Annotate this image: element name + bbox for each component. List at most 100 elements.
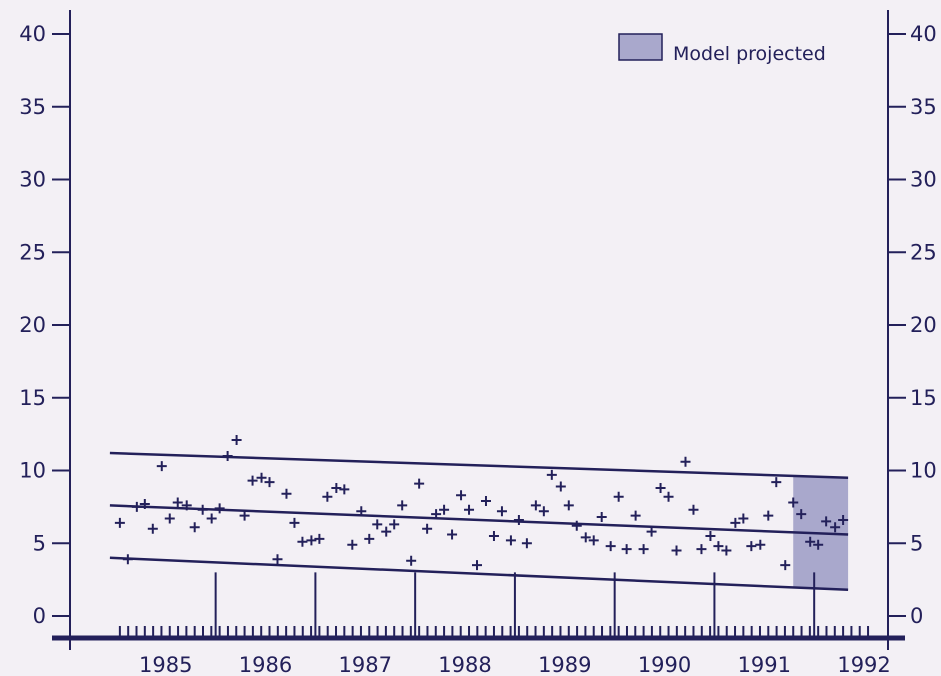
x-tick-label-1991: 1991 — [738, 653, 791, 676]
data-point — [630, 510, 641, 521]
y-tick-label-right-35: 35 — [910, 95, 937, 119]
y-tick-label-left-25: 25 — [19, 240, 46, 264]
data-point — [546, 469, 557, 480]
data-point — [206, 513, 217, 524]
data-point — [314, 533, 325, 544]
data-point — [122, 554, 133, 565]
data-point — [688, 504, 699, 515]
data-point — [746, 541, 757, 552]
data-point — [530, 500, 541, 511]
x-tick-label-1988: 1988 — [438, 653, 491, 676]
data-point — [164, 513, 175, 524]
data-point — [588, 535, 599, 546]
y-tick-label-left-5: 5 — [33, 531, 46, 555]
data-point — [347, 539, 358, 550]
data-point — [331, 482, 342, 493]
data-point — [655, 482, 666, 493]
data-point — [231, 434, 242, 445]
legend-label: Model projected — [673, 43, 826, 65]
data-point — [397, 500, 408, 511]
data-point — [680, 456, 691, 467]
data-point — [496, 506, 507, 517]
data-point — [147, 523, 158, 534]
y-tick-label-left-15: 15 — [19, 386, 46, 410]
y-tick-label-right-40: 40 — [910, 22, 937, 46]
data-point — [788, 497, 799, 508]
data-point — [771, 477, 782, 488]
upper-bound-line — [109, 451, 849, 480]
legend-swatch — [618, 33, 663, 61]
data-point — [813, 539, 824, 550]
data-point — [197, 504, 208, 515]
data-point — [181, 500, 192, 511]
data-point — [339, 484, 350, 495]
y-tick-label-right-0: 0 — [910, 604, 923, 628]
y-tick-label-left-30: 30 — [19, 168, 46, 192]
data-point — [431, 509, 442, 520]
data-point — [580, 532, 591, 543]
data-point — [281, 488, 292, 499]
data-point — [356, 506, 367, 517]
x-tick-label-1985: 1985 — [139, 653, 192, 676]
data-point — [621, 544, 632, 555]
legend: Model projected — [618, 33, 826, 65]
data-point — [538, 506, 549, 517]
data-point — [721, 545, 732, 556]
data-point — [289, 517, 300, 528]
data-point — [139, 498, 150, 509]
data-point — [256, 472, 267, 483]
data-point — [763, 510, 774, 521]
data-point — [472, 560, 483, 571]
y-tick-label-left-40: 40 — [19, 22, 46, 46]
x-tick-label-1990: 1990 — [638, 653, 691, 676]
lower-bound-line — [109, 556, 849, 592]
data-point — [272, 554, 283, 565]
data-point — [214, 503, 225, 514]
data-point — [381, 526, 392, 537]
data-point — [422, 523, 433, 534]
data-point — [131, 501, 142, 512]
data-point — [172, 497, 183, 508]
data-point — [605, 541, 616, 552]
data-point — [730, 517, 741, 528]
data-point — [821, 516, 832, 527]
data-point — [705, 530, 716, 541]
trend-line — [109, 504, 849, 536]
y-tick-label-right-20: 20 — [910, 313, 937, 337]
plot-frame — [69, 10, 889, 650]
y-tick-label-right-5: 5 — [910, 531, 923, 555]
y-tick-label-right-30: 30 — [910, 168, 937, 192]
data-point — [364, 533, 375, 544]
data-point — [372, 519, 383, 530]
data-point — [239, 510, 250, 521]
data-point — [713, 541, 724, 552]
data-point — [297, 536, 308, 547]
data-point — [796, 509, 807, 520]
data-point — [456, 490, 467, 501]
data-point — [114, 517, 125, 528]
data-point — [805, 536, 816, 547]
data-point — [480, 496, 491, 507]
data-point — [464, 504, 475, 515]
data-point — [838, 514, 849, 525]
x-tick-label-1992: 1992 — [837, 653, 890, 676]
data-point — [755, 539, 766, 550]
data-point — [738, 513, 749, 524]
data-point — [663, 491, 674, 502]
axes: 0 0 5 5 10 10 15 15 20 20 25 25 30 30 35 35 40 40 1985 1986… — [19, 22, 936, 676]
x-tick-label-1986: 1986 — [239, 653, 292, 676]
y-tick-label-right-25: 25 — [910, 240, 937, 264]
y-tick-label-left-20: 20 — [19, 313, 46, 337]
data-point — [521, 538, 532, 549]
data-point — [406, 555, 417, 566]
data-point — [156, 461, 167, 472]
data-point — [414, 478, 425, 489]
data-point — [447, 529, 458, 540]
x-tick-label-1989: 1989 — [538, 653, 591, 676]
data-point — [613, 491, 624, 502]
data-point — [780, 560, 791, 571]
data-point — [696, 544, 707, 555]
data-point — [596, 512, 607, 523]
data-point — [555, 481, 566, 492]
